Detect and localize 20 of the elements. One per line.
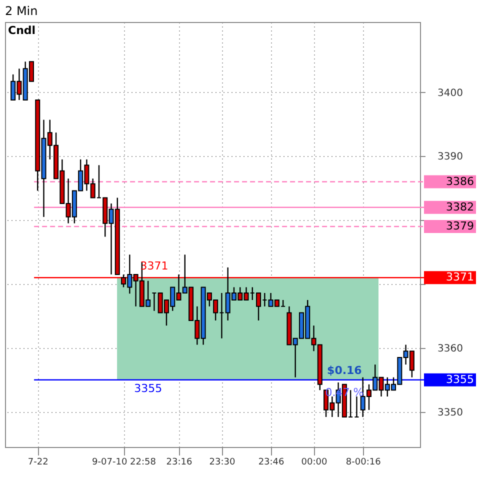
y-tick-label: 3360 — [438, 343, 463, 354]
x-tick-label: 23:30 — [209, 458, 236, 468]
ref-line-label: 3355 — [446, 372, 474, 386]
x-tick-label: 9-07-10 22:58 — [92, 458, 156, 468]
annotation: 3355 — [134, 382, 162, 395]
annotation: $0.16 — [327, 364, 362, 377]
y-tick-label: 3350 — [438, 407, 463, 418]
y-tick-label: 3390 — [438, 152, 463, 163]
x-tick-label: 23:16 — [166, 458, 192, 468]
ref-line-label: 3371 — [446, 270, 474, 284]
ref-line-label: 3386 — [446, 174, 474, 188]
chart-title: 2 Min — [5, 4, 38, 18]
y-tick-label: 3400 — [438, 88, 463, 99]
x-tick-label: 23:46 — [258, 458, 285, 468]
ref-line-label: 3382 — [446, 200, 474, 214]
x-tick-label: 7-22 — [28, 458, 48, 468]
x-tick-label: 00:00 — [301, 458, 328, 468]
x-tick-label: 8-00:16 — [346, 458, 382, 468]
annotation: Cndl — [8, 24, 36, 37]
ref-line-label: 3379 — [446, 220, 474, 233]
